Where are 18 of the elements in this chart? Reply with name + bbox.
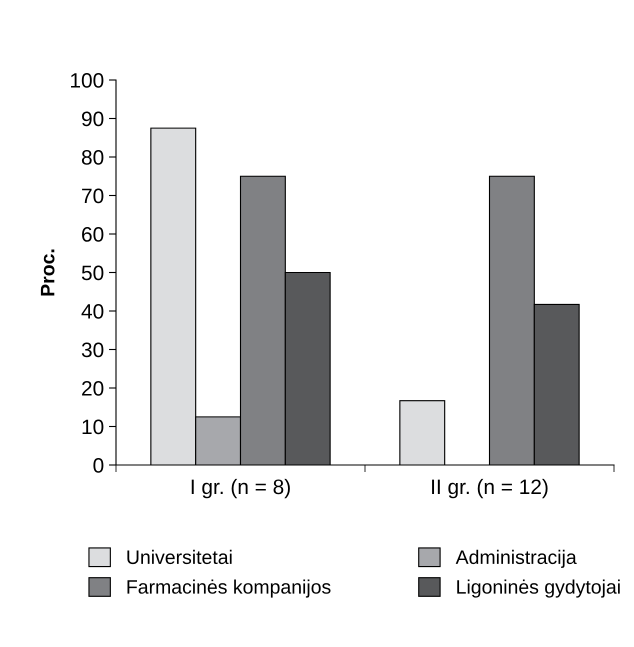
legend-label: Ligoninės gydytojai xyxy=(457,580,620,598)
legend-label: Farmacinės kompanijos xyxy=(128,580,331,598)
legend-label: Administracija xyxy=(456,550,577,568)
y-tick-label: 80 xyxy=(82,150,104,165)
y-tick-label: 30 xyxy=(82,342,104,358)
y-tick-label: 100 xyxy=(71,73,104,88)
y-tick-label: 50 xyxy=(82,266,104,280)
y-tick-label: 40 xyxy=(82,304,104,319)
y-tick-label: 60 xyxy=(82,227,104,242)
y-tick-label: 10 xyxy=(82,420,104,434)
y-tick-label: 70 xyxy=(82,188,104,204)
y-tick-label: 90 xyxy=(82,112,104,126)
y-tick-label: 20 xyxy=(82,381,104,396)
x-tick-label: I gr. (n = 8) xyxy=(192,478,290,498)
y-axis-title: Proc. xyxy=(40,250,54,296)
legend-label: Universitetai xyxy=(127,550,232,564)
y-tick-label: 0 xyxy=(93,458,104,473)
x-tick-label: II gr. (n = 12) xyxy=(432,478,548,498)
